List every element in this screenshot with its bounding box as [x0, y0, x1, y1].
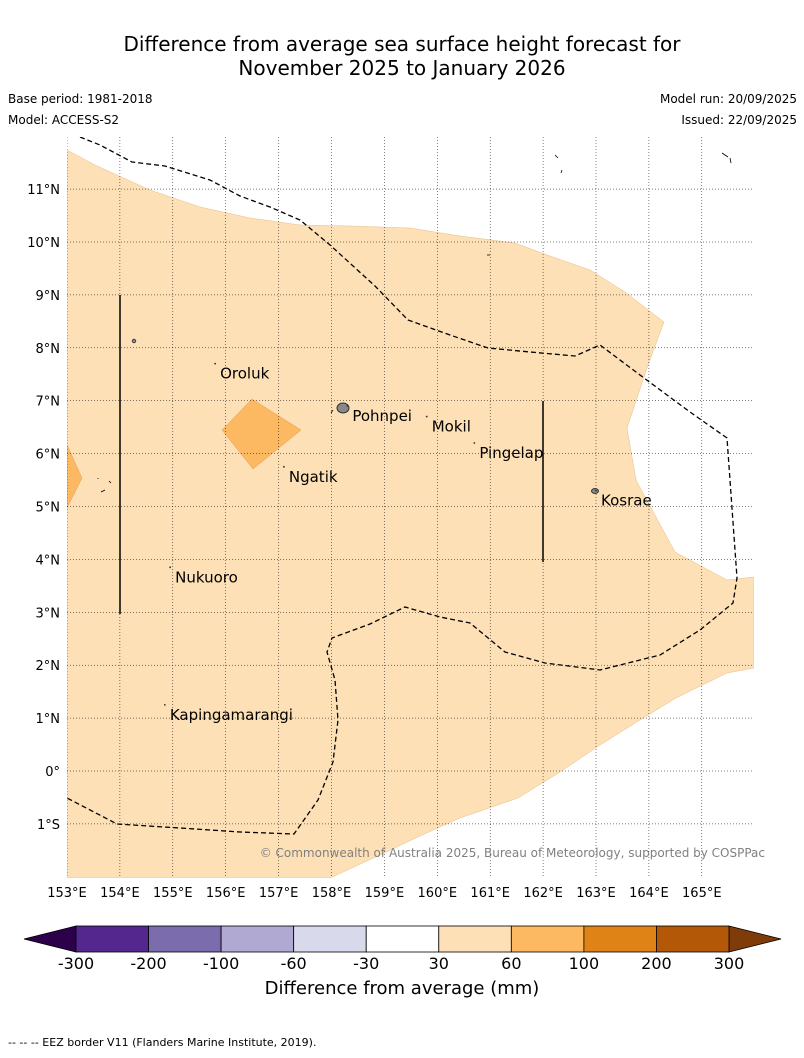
- title-line-1: Difference from average sea surface heig…: [123, 32, 681, 56]
- colorbar-title: Difference from average (mm): [264, 978, 540, 999]
- map-canvas: 11°N 10°N 9°N 8°N 7°N 6°N 5°N 4°N 3°N 2°N 1°N 0° 1°S…: [23, 137, 782, 973]
- lon-tick-label: 164°E: [629, 886, 669, 901]
- place-label: Pohnpei: [352, 407, 412, 425]
- colorbar-bin: [438, 925, 512, 953]
- lon-tick-label: 156°E: [206, 886, 246, 901]
- lat-tick-label: 9°N: [36, 289, 61, 304]
- colorbar-tick-label: -60: [281, 954, 307, 973]
- colorbar-tick-label: 300: [714, 954, 745, 973]
- lon-tick-label: 163°E: [576, 886, 616, 901]
- lon-tick-label: 154°E: [100, 886, 140, 901]
- colorbar-bin: [365, 925, 440, 953]
- colorbar: -300 -200 -100 -60 -30 30 60 100 200 300: [23, 925, 782, 973]
- lon-tick-label: 160°E: [418, 886, 458, 901]
- colorbar-over-arrow: [728, 925, 782, 953]
- map-title: Difference from average sea surface heig…: [0, 32, 804, 80]
- pohnpei-island-shape: [336, 402, 350, 414]
- lon-tick-label: 165°E: [682, 886, 722, 901]
- kosrae-island-shape: [591, 488, 599, 494]
- lat-tick-label: 3°N: [36, 606, 61, 621]
- eez-border-north: [67, 137, 738, 835]
- colorbar-bin: [148, 925, 222, 953]
- base-period: Base period: 1981-2018: [8, 92, 153, 106]
- place-labels: Oroluk Pohnpei Mokil Pingelap Ngatik Kosrae Nu…: [163, 362, 652, 724]
- place-marker: [169, 566, 172, 569]
- lon-tick-label: 162°E: [523, 886, 563, 901]
- colorbar-bin: [510, 925, 585, 953]
- colorbar-tick-label: 60: [501, 954, 521, 973]
- anomaly-region-60-100-east: [221, 398, 302, 470]
- place-label: Kapingamarangi: [170, 706, 293, 724]
- colorbar-bin: [293, 925, 367, 953]
- model-run: Model run: 20/09/2025: [659, 92, 797, 106]
- title-line-2: November 2025 to January 2026: [238, 56, 566, 80]
- colorbar-tick-label: -100: [203, 954, 239, 973]
- lat-tick-label: 1°N: [36, 712, 61, 727]
- place-marker: [346, 405, 349, 407]
- place-label: Mokil: [432, 418, 471, 436]
- place-marker: [473, 442, 476, 444]
- colorbar-bin: [220, 925, 295, 953]
- place-marker: [595, 489, 597, 492]
- colorbar-tick-label: -200: [130, 954, 166, 973]
- colorbar-tick-label: 200: [641, 954, 672, 973]
- lon-tick-label: 153°E: [47, 886, 87, 901]
- colorbar-tick-label: 100: [569, 954, 600, 973]
- place-label: Oroluk: [220, 365, 269, 383]
- lat-tick-label: 10°N: [27, 236, 60, 251]
- lat-tick-label: 2°N: [36, 659, 61, 674]
- place-marker: [282, 465, 285, 468]
- eez-footer-note: -- -- -- EEZ border V11 (Flanders Marine…: [8, 1036, 317, 1049]
- place-marker: [425, 415, 428, 418]
- place-marker: [163, 703, 166, 706]
- place-label: Nukuoro: [175, 568, 238, 586]
- lat-tick-label: 1°S: [37, 818, 60, 833]
- lat-tick-label: 4°N: [36, 553, 61, 568]
- lon-tick-label: 157°E: [259, 886, 299, 901]
- copyright-text: © Commonwealth of Australia 2025, Bureau…: [260, 846, 765, 860]
- lon-tick-label: 155°E: [153, 886, 193, 901]
- colorbar-tick-label: 30: [429, 954, 449, 973]
- colorbar-bin: [656, 925, 730, 953]
- colorbar-tick-label: -30: [353, 954, 379, 973]
- model-name: Model: ACCESS-S2: [8, 113, 120, 127]
- anomaly-region-30-60: [67, 149, 754, 878]
- lat-tick-label: 7°N: [36, 395, 61, 410]
- colorbar-under-arrow: [23, 925, 77, 953]
- place-label: Pingelap: [479, 444, 543, 462]
- anomaly-region-60-100-west: [67, 444, 83, 509]
- graticule: [67, 137, 754, 878]
- place-label: Ngatik: [289, 468, 338, 486]
- place-marker: [214, 362, 217, 365]
- lat-tick-label: 8°N: [36, 342, 61, 357]
- small-island-oroluk-atoll: [131, 338, 137, 344]
- lon-tick-label: 158°E: [312, 886, 352, 901]
- colorbar-tick-label: -300: [58, 954, 94, 973]
- place-label: Kosrae: [601, 492, 652, 510]
- lon-tick-label: 161°E: [470, 886, 510, 901]
- lon-tick-label: 159°E: [365, 886, 405, 901]
- lat-tick-label: 5°N: [36, 501, 61, 516]
- lat-tick-label: 6°N: [36, 448, 61, 463]
- northern-island-fragments: [97, 152, 732, 493]
- issued-date: Issued: 22/09/2025: [681, 113, 797, 127]
- axis-labels: 11°N 10°N 9°N 8°N 7°N 6°N 5°N 4°N 3°N 2°N 1°N 0° 1°S…: [27, 183, 721, 901]
- lat-tick-label: 0°: [45, 765, 60, 780]
- colorbar-bin: [583, 925, 657, 953]
- colorbar-bin: [75, 925, 149, 953]
- lat-tick-label: 11°N: [27, 183, 60, 198]
